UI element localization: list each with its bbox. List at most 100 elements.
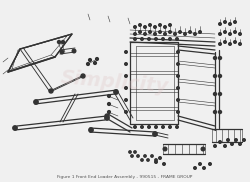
Circle shape bbox=[231, 143, 233, 145]
Circle shape bbox=[125, 63, 127, 65]
Circle shape bbox=[81, 74, 85, 78]
Circle shape bbox=[169, 31, 171, 33]
Circle shape bbox=[229, 43, 231, 45]
Circle shape bbox=[159, 31, 161, 33]
Circle shape bbox=[159, 157, 161, 159]
Circle shape bbox=[125, 99, 127, 101]
Circle shape bbox=[89, 128, 93, 132]
Circle shape bbox=[243, 139, 245, 141]
Circle shape bbox=[72, 49, 76, 53]
Circle shape bbox=[162, 38, 164, 40]
Circle shape bbox=[239, 143, 241, 145]
Circle shape bbox=[60, 50, 64, 54]
Circle shape bbox=[214, 110, 216, 114]
Circle shape bbox=[125, 75, 127, 77]
Circle shape bbox=[201, 147, 205, 151]
Circle shape bbox=[58, 41, 60, 43]
Circle shape bbox=[155, 159, 157, 161]
Circle shape bbox=[227, 139, 229, 141]
Circle shape bbox=[62, 41, 64, 43]
Circle shape bbox=[218, 110, 222, 114]
Circle shape bbox=[162, 126, 164, 128]
Circle shape bbox=[218, 56, 222, 60]
Circle shape bbox=[176, 38, 178, 40]
Circle shape bbox=[234, 21, 236, 23]
Circle shape bbox=[105, 114, 109, 118]
Circle shape bbox=[219, 23, 221, 25]
Circle shape bbox=[229, 33, 231, 35]
Circle shape bbox=[154, 26, 156, 28]
Circle shape bbox=[151, 155, 153, 157]
Circle shape bbox=[94, 62, 96, 64]
Circle shape bbox=[234, 41, 236, 43]
Circle shape bbox=[218, 74, 222, 78]
Circle shape bbox=[155, 161, 157, 163]
Circle shape bbox=[86, 63, 90, 65]
Circle shape bbox=[224, 145, 226, 147]
Circle shape bbox=[177, 63, 179, 65]
Circle shape bbox=[108, 103, 110, 105]
Circle shape bbox=[88, 59, 92, 61]
Circle shape bbox=[134, 151, 136, 153]
Circle shape bbox=[239, 43, 241, 45]
Circle shape bbox=[163, 163, 165, 165]
Circle shape bbox=[141, 38, 143, 40]
Circle shape bbox=[134, 126, 136, 128]
Circle shape bbox=[219, 43, 221, 45]
Circle shape bbox=[218, 92, 222, 96]
Circle shape bbox=[177, 111, 179, 113]
Circle shape bbox=[144, 26, 146, 28]
Circle shape bbox=[177, 75, 179, 77]
Circle shape bbox=[163, 147, 167, 151]
Circle shape bbox=[194, 33, 196, 35]
Circle shape bbox=[147, 159, 149, 161]
Circle shape bbox=[149, 24, 151, 26]
Circle shape bbox=[137, 155, 139, 157]
Circle shape bbox=[199, 163, 201, 165]
Circle shape bbox=[214, 56, 216, 60]
Circle shape bbox=[148, 126, 150, 128]
Circle shape bbox=[219, 141, 221, 143]
Circle shape bbox=[131, 155, 133, 157]
Circle shape bbox=[108, 95, 110, 97]
Circle shape bbox=[141, 159, 143, 161]
Circle shape bbox=[219, 33, 221, 35]
Circle shape bbox=[96, 58, 98, 60]
Circle shape bbox=[169, 38, 171, 40]
Circle shape bbox=[214, 92, 216, 96]
Circle shape bbox=[224, 21, 226, 23]
Circle shape bbox=[134, 26, 136, 28]
Circle shape bbox=[224, 41, 226, 43]
Circle shape bbox=[164, 26, 166, 28]
Circle shape bbox=[209, 163, 211, 165]
Circle shape bbox=[49, 89, 53, 93]
Circle shape bbox=[179, 31, 181, 33]
Circle shape bbox=[189, 31, 191, 33]
Circle shape bbox=[34, 100, 38, 104]
Circle shape bbox=[134, 33, 136, 35]
Circle shape bbox=[177, 87, 179, 89]
Circle shape bbox=[199, 31, 201, 33]
Circle shape bbox=[155, 126, 157, 128]
Circle shape bbox=[203, 167, 205, 169]
Circle shape bbox=[153, 132, 157, 136]
Circle shape bbox=[164, 33, 166, 35]
Circle shape bbox=[154, 33, 156, 35]
Circle shape bbox=[177, 99, 179, 101]
Circle shape bbox=[141, 126, 143, 128]
Circle shape bbox=[234, 31, 236, 33]
Circle shape bbox=[125, 51, 127, 53]
Circle shape bbox=[176, 126, 178, 128]
Circle shape bbox=[114, 90, 118, 94]
Circle shape bbox=[224, 31, 226, 33]
Circle shape bbox=[149, 31, 151, 33]
Circle shape bbox=[177, 51, 179, 53]
Circle shape bbox=[159, 24, 161, 26]
Circle shape bbox=[144, 33, 146, 35]
Circle shape bbox=[235, 139, 237, 141]
Circle shape bbox=[129, 151, 131, 153]
Text: Figure 1 Front End Loader Assembly - 990515 - FRAME GROUP: Figure 1 Front End Loader Assembly - 990… bbox=[57, 175, 193, 179]
Circle shape bbox=[144, 155, 146, 157]
Circle shape bbox=[169, 126, 171, 128]
Circle shape bbox=[194, 167, 196, 169]
